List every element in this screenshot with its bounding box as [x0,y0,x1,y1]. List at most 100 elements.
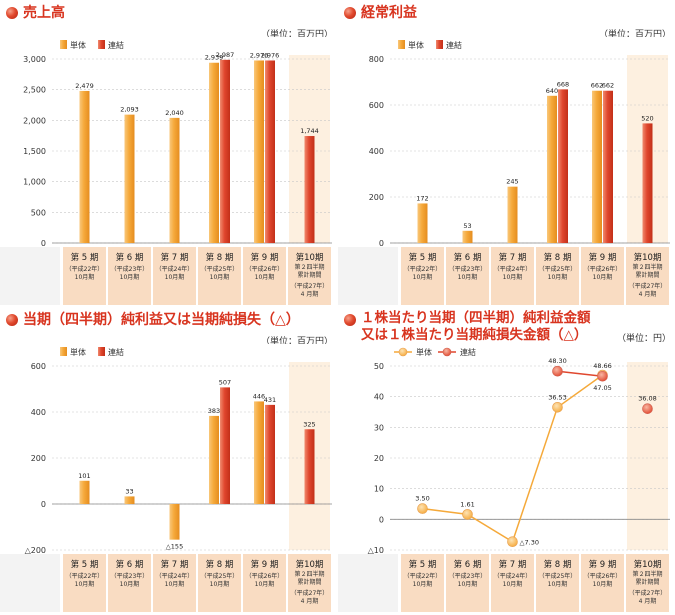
title-bullet-icon [6,314,18,326]
y-tick-label: 200 [31,454,46,463]
legend-label: 単体 [408,40,424,50]
point-consolidated [642,403,653,414]
category-label: 第10期 [634,252,662,263]
legend-label: 連結 [108,40,124,50]
bar-consolidated [642,123,653,243]
y-tick-label: 400 [31,408,46,417]
highlight-column [627,362,668,550]
category-label: 第 7 期 [499,559,527,570]
category-label: 第 5 期 [409,559,437,570]
category-sublabel: 第２四半期 [294,263,324,271]
category-sublabel: （平成27年） [291,282,329,290]
point-single [507,536,518,548]
category-sublabel: 10月期 [458,580,478,588]
point-value-label: 48.66 [593,362,612,370]
category-label: 第 7 期 [499,252,527,263]
category-sublabel: 10月期 [210,273,230,281]
bar-value-label: 520 [641,114,653,122]
category-sublabel: 10月期 [165,273,185,281]
category-label-box [401,554,444,612]
category-label-box [108,247,151,305]
bar-value-label: 2,040 [165,109,184,117]
bar-value-label: 383 [208,407,220,415]
label-corner-box [0,554,60,612]
bar-single [124,496,135,504]
eps-chart-panel: １株当たり当期（四半期）純利益金額 又は１株当たり当期純損失金額（△） （単位：… [338,307,675,615]
category-sublabel: 10月期 [458,273,478,281]
category-sublabel: 第２四半期 [294,570,324,578]
category-sublabel: （平成22年） [66,265,104,273]
bar-consolidated [220,59,230,243]
category-sublabel: 4 月期 [639,597,657,605]
legend-swatch-single [398,40,405,49]
point-value-label: 47.05 [593,384,612,392]
legend-marker-single [398,347,408,357]
category-sublabel: 10月期 [593,580,613,588]
category-label: 第 9 期 [589,252,617,263]
category-sublabel: （平成23年） [111,265,149,273]
category-sublabel: 10月期 [548,273,568,281]
bar-consolidated [220,387,230,504]
category-label: 第 9 期 [589,559,617,570]
legend-swatch-consolidated [98,347,105,356]
point-value-label: 48.30 [548,357,567,365]
category-label-box [153,247,196,305]
bar-single [79,480,90,504]
category-sublabel: （平成26年） [584,572,622,580]
category-sublabel: （平成24年） [494,265,532,273]
category-label: 第 8 期 [206,559,234,570]
category-sublabel: 第２四半期 [632,570,662,578]
category-sublabel: （平成23年） [449,265,487,273]
category-sublabel: 10月期 [255,273,275,281]
category-sublabel: （平成25年） [201,572,239,580]
title-bullet-icon [6,7,18,19]
category-label-box [63,554,106,612]
bar-single [547,95,557,243]
bar-single [417,203,428,243]
legend-label: 単体 [416,347,432,357]
category-sublabel: （平成23年） [449,572,487,580]
y-tick-label: 600 [369,101,384,110]
category-sublabel: （平成26年） [246,572,284,580]
bar-single [462,230,473,243]
y-tick-label: 30 [374,423,384,432]
category-label-box [626,247,669,305]
category-label: 第 5 期 [71,559,99,570]
series-line-consolidated [557,370,603,377]
bar-value-label: 101 [78,472,90,480]
category-label-box [243,554,286,612]
category-label: 第 6 期 [116,252,144,263]
category-sublabel: （平成27年） [291,589,329,597]
y-tick-label: △200 [25,546,46,555]
bar-single [209,415,219,504]
unit-label: （単位：百万円） [260,30,333,40]
category-sublabel: 4 月期 [301,597,319,605]
category-sublabel: 10月期 [120,273,140,281]
category-label: 第 5 期 [409,252,437,263]
bar-single [209,62,219,243]
bar-value-label: 2,939 [205,54,224,62]
bar-single [592,90,602,243]
category-label: 第 8 期 [544,559,572,570]
chart-title-line2: 又は１株当たり当期純損失金額（△） [361,327,588,343]
category-label-box [626,554,669,612]
category-sublabel: （平成24年） [156,572,194,580]
title-bullet-icon [344,314,356,326]
bar-consolidated [265,60,275,243]
bar-value-label: 2,976 [250,51,269,59]
eps-chart: △10 0 10 20 30 40 50 単体 連結 3.50 1.61 △7.30 36.53 47.0… [338,344,675,614]
category-label: 第 7 期 [161,252,189,263]
category-label: 第 8 期 [544,252,572,263]
category-label: 第10期 [296,252,324,263]
unit-label: （単位：百万円） [598,30,671,40]
bar-consolidated [304,429,315,504]
bar-value-label: 640 [546,87,558,95]
legend-label: 連結 [460,347,476,357]
legend-swatch-single [60,347,67,356]
legend-label: 連結 [446,40,462,50]
bar-value-label: 431 [264,396,276,404]
unit-label: （単位：円） [616,334,671,344]
category-label: 第10期 [634,559,662,570]
y-tick-label: 2,500 [23,86,46,95]
